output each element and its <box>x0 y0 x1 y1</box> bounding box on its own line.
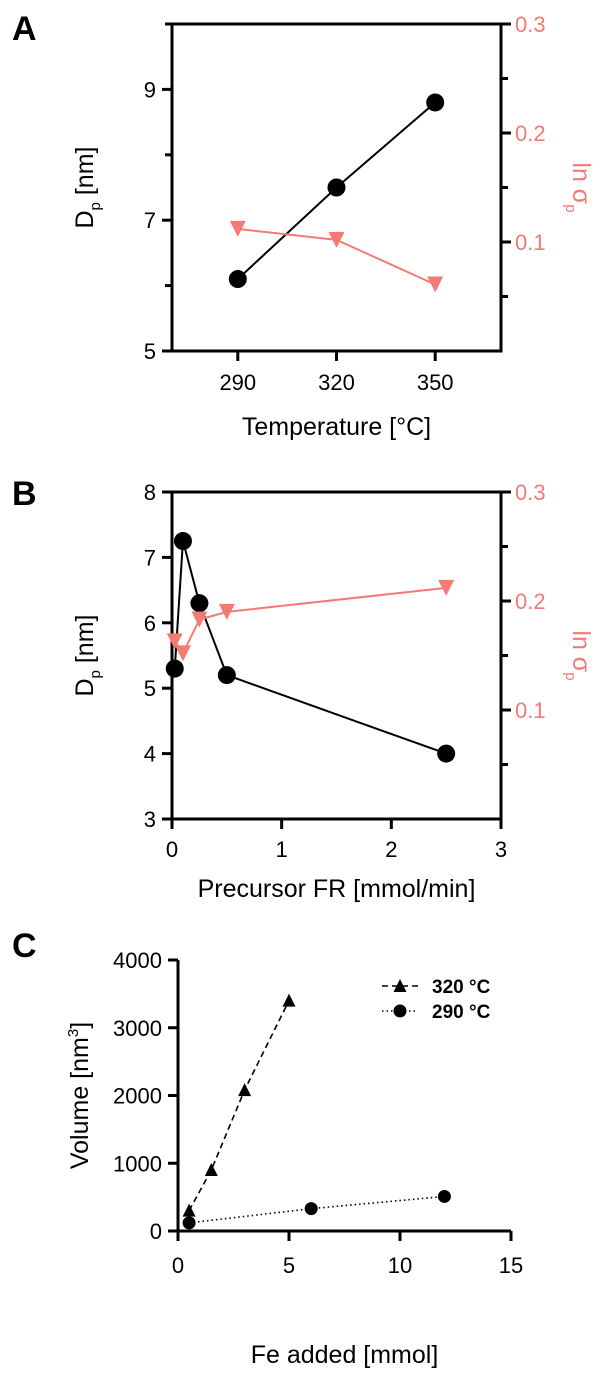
y-axis-label: Volume [nm3] <box>65 1022 94 1169</box>
y2-tick-label: 0.2 <box>515 589 546 614</box>
y2-label-sub: p <box>562 204 579 212</box>
data-point <box>437 1189 451 1203</box>
x-tick-label: 10 <box>388 1253 412 1278</box>
x-tick-label: 350 <box>417 370 454 395</box>
y2-label-sub: p <box>562 672 579 680</box>
y2-tick-label: 0.1 <box>515 698 546 723</box>
x-tick-label: 0 <box>166 837 178 862</box>
y-tick-label: 7 <box>144 208 156 233</box>
y2-tick-label: 0.3 <box>515 480 546 505</box>
y-tick-label: 5 <box>144 676 156 701</box>
data-point <box>282 993 296 1007</box>
y-axis-label: Dp [nm] <box>71 147 104 229</box>
y2-tick-label: 0.1 <box>515 230 546 255</box>
series-line <box>173 540 447 755</box>
x-tick-label: 320 <box>318 370 355 395</box>
y-tick-label: 8 <box>144 480 156 505</box>
panel-letter: A <box>12 10 37 48</box>
series-0 <box>182 993 296 1217</box>
x-tick-label: 15 <box>499 1253 523 1278</box>
data-point <box>182 1216 196 1230</box>
x-axis-label: Fe added [mmol] <box>251 1341 439 1369</box>
y-label-rest: [nm] <box>71 615 99 671</box>
series-1 <box>229 220 444 293</box>
y-tick-label: 0 <box>150 1219 162 1244</box>
data-point <box>304 1202 318 1216</box>
x-axis-label: Temperature [°C] <box>242 413 431 441</box>
x-tick-label: 5 <box>283 1253 295 1278</box>
data-point <box>427 276 444 293</box>
data-point <box>327 178 346 197</box>
legend-label: 290 °C <box>432 1002 491 1023</box>
data-point <box>173 532 192 551</box>
data-point <box>437 744 456 763</box>
data-point <box>191 611 208 628</box>
y-label-rest: ] <box>66 1022 94 1029</box>
y2-label-main: ln σ <box>567 630 595 672</box>
x-axis-label: Precursor FR [mmol/min] <box>198 875 476 903</box>
y-axis-label: Dp [nm] <box>71 615 104 697</box>
legend-label: 320 °C <box>432 977 491 998</box>
data-point <box>228 270 247 289</box>
y2-tick-label: 0.2 <box>515 121 546 146</box>
data-point <box>190 594 209 613</box>
x-tick-label: 3 <box>495 837 507 862</box>
x-tick-label: 290 <box>219 370 256 395</box>
data-point <box>218 603 235 620</box>
series-line <box>188 1000 290 1212</box>
data-point <box>217 666 236 685</box>
panel-c: C 0 5 10 15 0 1000 2000 3000 4000 Fe added [mmol] V… <box>12 927 523 1369</box>
x-tick-label: 2 <box>385 837 397 862</box>
series-0 <box>165 532 456 763</box>
panel-a: A 290 320 350 5 7 9 0.1 0.2 0.3 Temperature [°C] Dp… <box>12 10 595 441</box>
panel-letter: B <box>12 475 37 513</box>
legend-marker <box>393 1004 407 1018</box>
y-tick-label: 3000 <box>113 1016 162 1041</box>
legend: 320 °C 290 °C <box>382 977 491 1023</box>
y-tick-label: 2000 <box>113 1084 162 1109</box>
y-label-sup: 3 <box>65 1029 82 1037</box>
y-label-rest: [nm] <box>71 147 99 203</box>
data-point <box>182 1203 196 1217</box>
y-label-main: D <box>71 210 99 228</box>
y2-tick-label: 0.3 <box>515 12 546 37</box>
data-point <box>174 645 191 662</box>
y-tick-label: 6 <box>144 611 156 636</box>
x-tick-label: 0 <box>172 1253 184 1278</box>
panel-letter: C <box>12 927 37 965</box>
y-label-main: Volume [nm <box>66 1037 94 1169</box>
y2-label-main: ln σ <box>567 162 595 204</box>
series-1 <box>166 579 455 662</box>
y-label-main: D <box>71 678 99 696</box>
y2-axis-label: ln σp <box>562 162 595 212</box>
data-point <box>238 1083 252 1097</box>
y-tick-label: 4 <box>144 742 156 767</box>
series-1 <box>182 1189 451 1230</box>
y-tick-label: 7 <box>144 545 156 570</box>
series-0 <box>228 93 445 289</box>
data-point <box>328 231 345 248</box>
data-point <box>165 659 184 678</box>
y-tick-label: 4000 <box>113 948 162 973</box>
y-tick-label: 1000 <box>113 1151 162 1176</box>
data-point <box>166 633 183 650</box>
y-tick-label: 5 <box>144 339 156 364</box>
legend-marker <box>393 979 407 992</box>
data-point <box>426 93 445 112</box>
data-point <box>204 1163 218 1177</box>
y-label-sub: p <box>87 670 104 678</box>
y-label-sub: p <box>87 202 104 210</box>
y-tick-label: 9 <box>144 77 156 102</box>
y-tick-label: 3 <box>144 807 156 832</box>
y2-axis-label: ln σp <box>562 630 595 680</box>
data-point <box>229 220 246 237</box>
panel-b: B 0 1 2 3 3 4 5 6 7 8 0.1 0.2 0.3 Precursor FR [mmol/m… <box>12 475 595 903</box>
x-tick-label: 1 <box>276 837 288 862</box>
data-point <box>438 579 455 596</box>
